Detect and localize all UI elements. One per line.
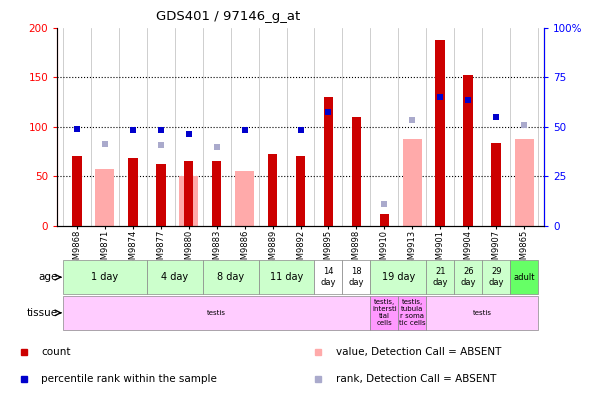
Bar <box>370 296 398 330</box>
Text: 19 day: 19 day <box>382 272 415 282</box>
Bar <box>436 40 445 226</box>
Bar <box>72 156 82 226</box>
Bar <box>510 260 538 294</box>
Bar <box>184 162 194 226</box>
Bar <box>235 171 254 226</box>
Bar <box>203 260 258 294</box>
Text: 29
day: 29 day <box>489 268 504 287</box>
Text: 11 day: 11 day <box>270 272 303 282</box>
Bar <box>492 143 501 226</box>
Text: 18
day: 18 day <box>349 268 364 287</box>
Text: percentile rank within the sample: percentile rank within the sample <box>41 374 218 384</box>
Text: 8 day: 8 day <box>217 272 244 282</box>
Text: adult: adult <box>514 273 535 282</box>
Text: testis: testis <box>207 310 226 316</box>
Bar <box>426 296 538 330</box>
Text: testis,
tubula
r soma
tic cells: testis, tubula r soma tic cells <box>399 299 426 326</box>
Bar <box>352 117 361 226</box>
Text: age: age <box>38 272 58 282</box>
Bar <box>323 97 334 226</box>
Bar <box>426 260 454 294</box>
Bar <box>454 260 483 294</box>
Bar <box>380 214 389 226</box>
Bar <box>514 139 534 226</box>
Text: rank, Detection Call = ABSENT: rank, Detection Call = ABSENT <box>336 374 496 384</box>
Bar <box>63 296 370 330</box>
Text: value, Detection Call = ABSENT: value, Detection Call = ABSENT <box>336 347 501 357</box>
Bar <box>463 75 473 226</box>
Bar <box>343 260 370 294</box>
Text: 26
day: 26 day <box>460 268 476 287</box>
Text: GDS401 / 97146_g_at: GDS401 / 97146_g_at <box>156 10 300 23</box>
Bar <box>63 260 147 294</box>
Text: 4 day: 4 day <box>161 272 188 282</box>
Text: 1 day: 1 day <box>91 272 118 282</box>
Text: 21
day: 21 day <box>433 268 448 287</box>
Bar <box>370 260 426 294</box>
Text: testis: testis <box>473 310 492 316</box>
Bar <box>267 154 278 226</box>
Bar <box>128 158 138 226</box>
Bar <box>147 260 203 294</box>
Text: count: count <box>41 347 71 357</box>
Bar <box>403 139 422 226</box>
Bar <box>398 296 426 330</box>
Bar <box>156 164 165 226</box>
Bar <box>212 162 221 226</box>
Bar <box>483 260 510 294</box>
Bar <box>296 156 305 226</box>
Bar <box>95 169 114 226</box>
Bar <box>314 260 343 294</box>
Text: 14
day: 14 day <box>321 268 336 287</box>
Bar <box>258 260 314 294</box>
Text: tissue: tissue <box>26 308 58 318</box>
Bar <box>179 176 198 226</box>
Text: testis,
intersti
tial
cells: testis, intersti tial cells <box>372 299 397 326</box>
